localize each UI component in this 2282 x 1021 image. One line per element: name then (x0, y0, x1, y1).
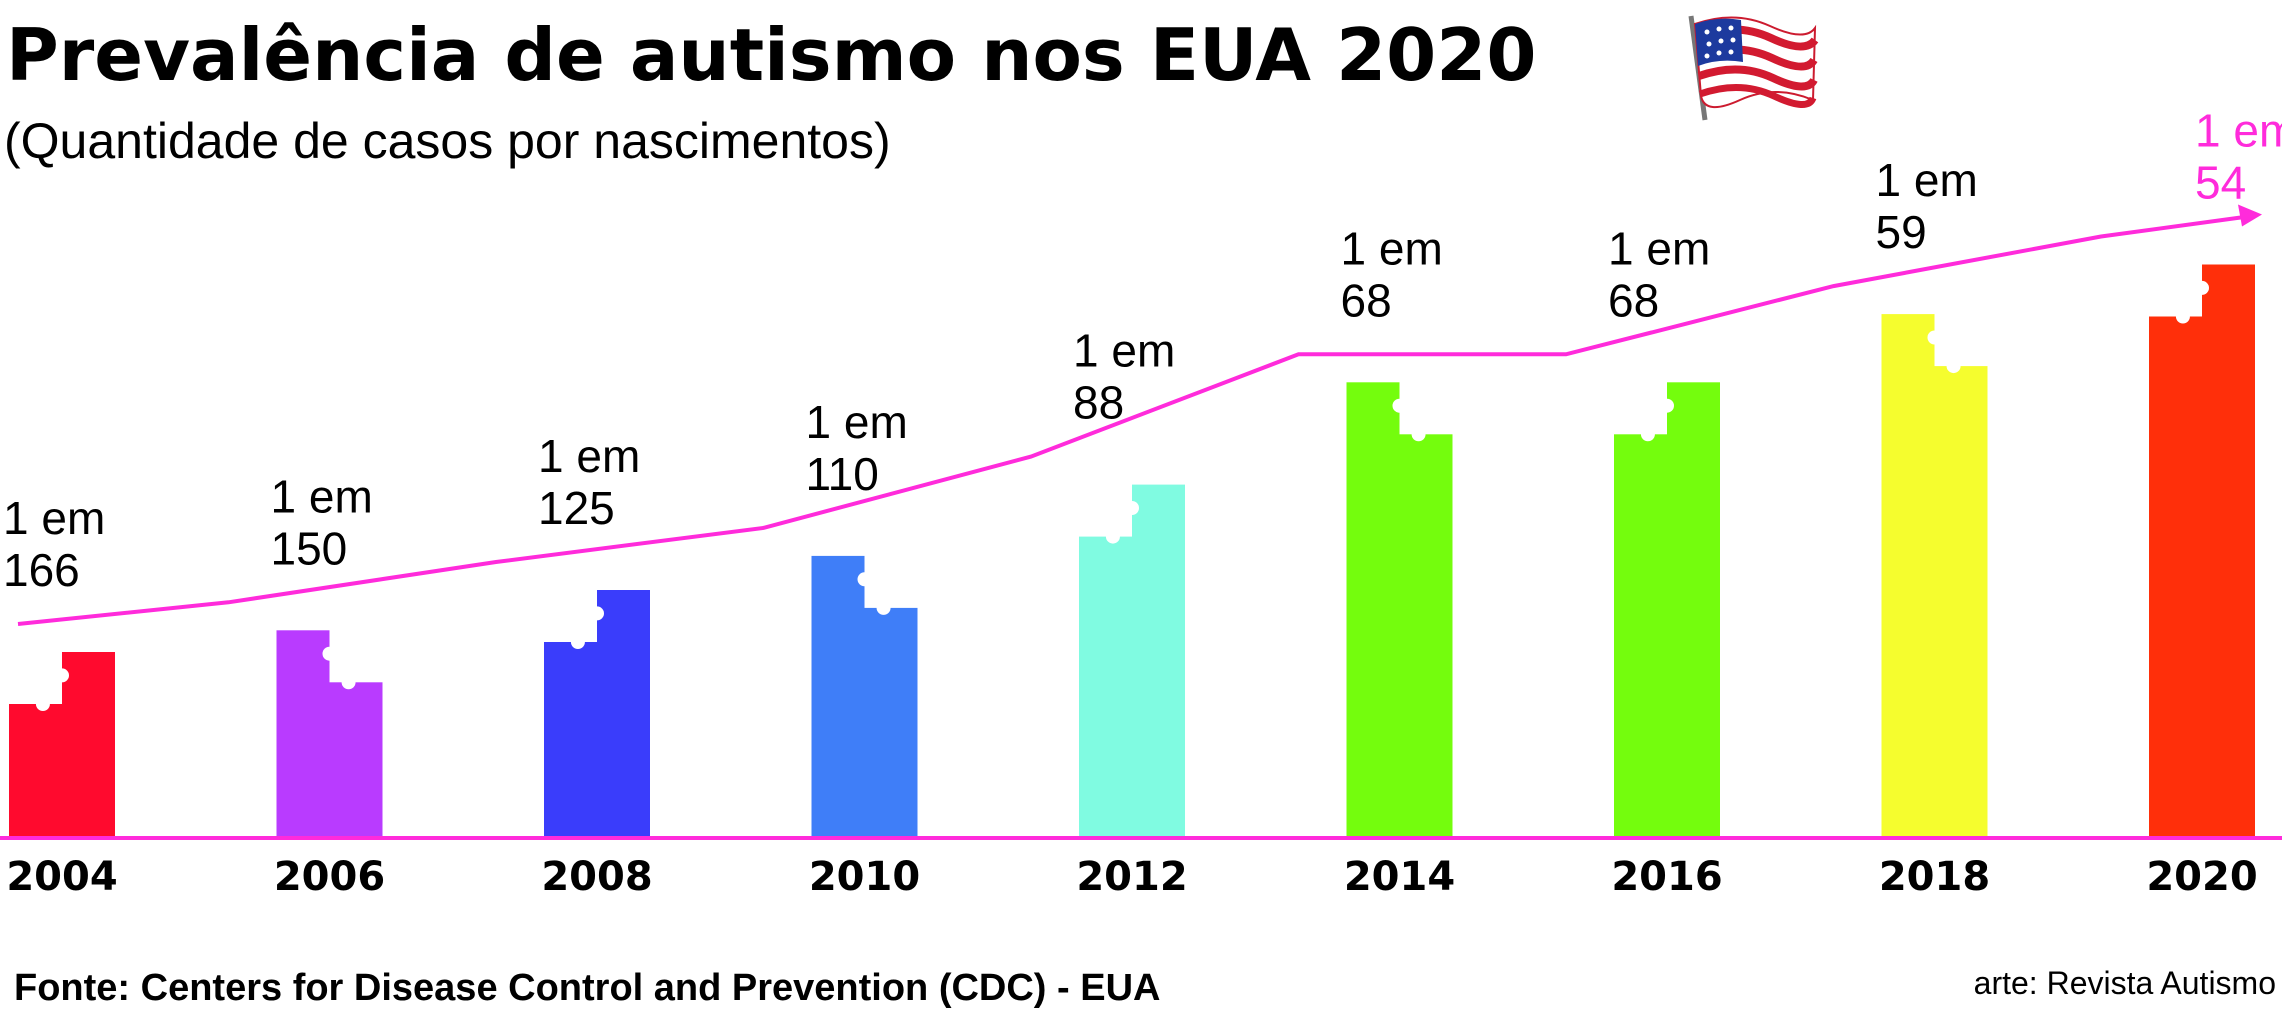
us-flag-icon (1688, 15, 1819, 121)
trend-arrowhead (2238, 204, 2262, 227)
value-label-2010: 1 em 110 (806, 396, 908, 500)
value-label-2004: 1 em 166 (3, 492, 105, 596)
bar-2016 (1614, 382, 1720, 838)
value-label-2008: 1 em 125 (538, 430, 640, 534)
chart-subtitle: (Quantidade de casos por nascimentos) (4, 113, 891, 169)
x-tick-2018: 2018 (1879, 854, 1990, 900)
x-tick-2014: 2014 (1344, 854, 1455, 900)
trend-line (17, 214, 2249, 626)
x-tick-2006: 2006 (274, 854, 385, 900)
bar-2006 (276, 630, 383, 838)
bars-layer (9, 264, 2255, 839)
bar-2014 (1346, 382, 1453, 838)
value-label-2012: 1 em 88 (1073, 325, 1175, 429)
x-tick-labels-layer: 2004 2006 2008 2010 2012 2014 2016 2018 2020 (6, 854, 2257, 900)
x-tick-2020: 2020 (2146, 854, 2257, 900)
bar-2020 (2149, 264, 2255, 838)
value-label-2018: 1 em 59 (1876, 154, 1978, 258)
bar-2008 (544, 590, 650, 838)
x-tick-2012: 2012 (1076, 854, 1187, 900)
x-tick-2008: 2008 (541, 854, 652, 900)
value-label-2006: 1 em 150 (271, 470, 373, 574)
bar-2004 (9, 652, 115, 838)
x-tick-2010: 2010 (809, 854, 920, 900)
value-label-2016: 1 em 68 (1608, 222, 1710, 326)
source-note: Fonte: Centers for Disease Control and P… (14, 967, 1160, 1009)
value-label-2014: 1 em 68 (1341, 222, 1443, 326)
x-tick-2004: 2004 (6, 854, 117, 900)
bar-2010 (811, 555, 918, 838)
x-tick-2016: 2016 (1611, 854, 1722, 900)
chart-title: Prevalência de autismo nos EUA 2020 (6, 13, 1536, 97)
bar-2018 (1881, 314, 1988, 839)
credit-note: arte: Revista Autismo (1974, 965, 2276, 1001)
value-labels-layer: 1 em 166 1 em 150 1 em 125 1 em 110 1 em 88 1 em 68… (3, 105, 2282, 597)
value-label-2020: 1 em 54 (2195, 105, 2282, 209)
bar-2012 (1079, 484, 1185, 838)
